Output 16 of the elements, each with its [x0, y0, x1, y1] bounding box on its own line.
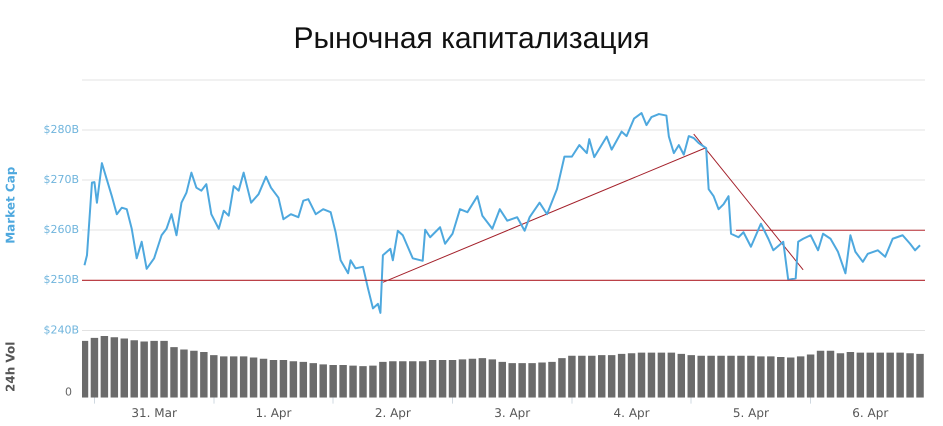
x-tick-label: 3. Apr	[494, 406, 530, 420]
x-tick-label: 1. Apr	[255, 406, 292, 420]
y-tick-label: $270B	[43, 173, 79, 186]
y-axis-title: 24h Vol	[3, 342, 18, 392]
y-tick-label: $240B	[43, 323, 79, 336]
y-tick-label: $260B	[43, 223, 79, 236]
text: 0	[65, 385, 72, 398]
x-tick-label: 4. Apr	[614, 406, 650, 420]
y-tick-label: $280B	[43, 122, 79, 136]
x-tick-label: 2. Apr	[374, 406, 411, 420]
y-axis-title: Market Cap	[3, 166, 18, 244]
x-tick-label: 31. Mar	[131, 406, 177, 420]
x-tick-label: 6. Apr	[852, 406, 888, 420]
chart-title: Рыночная капитализация	[292, 22, 651, 56]
x-tick-label: 5. Apr	[732, 406, 770, 420]
y-tick-label: $250B	[43, 273, 79, 286]
